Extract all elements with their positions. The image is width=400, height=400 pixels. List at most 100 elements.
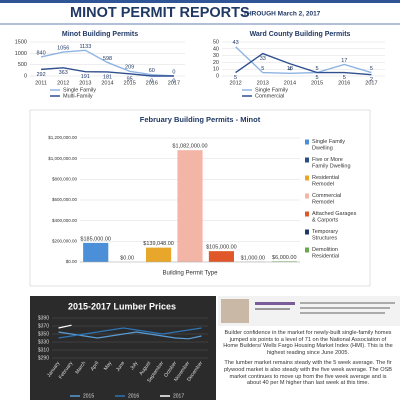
data-label: 4 [288,67,291,73]
data-label: 0 [150,78,153,84]
x-tick-label: 2016 [146,80,158,86]
legend-label: Attached Garages & Carports [312,211,357,224]
legend-swatch [305,175,309,181]
bar [146,247,172,262]
data-label: 5 [343,75,346,81]
chart-title: 2015-2017 Lumber Prices [68,301,176,311]
data-label: 1056 [57,46,69,52]
bar [271,261,297,262]
x-tick-label: May [103,360,114,372]
data-label: 5 [234,75,237,81]
legend-swatch [305,139,309,145]
data-label: 5 [316,66,319,72]
ad-image [221,299,249,323]
series-line [235,46,372,74]
legend-label: Five or More Family Dwelling [312,157,351,170]
chart-title: February Building Permits - Minot [140,115,261,124]
legend-label: Single Family [255,87,288,93]
data-label: 17 [341,58,347,64]
x-tick-label: 2014 [284,80,296,86]
x-axis-label: Building Permit Type [163,271,219,277]
ad-logo [255,302,295,305]
x-tick-label: 2012 [57,80,69,86]
x-tick-label: 2011 [35,80,47,86]
ad-text [300,312,385,314]
data-label: 60 [149,68,155,74]
paragraph: Builder confidence in the market for new… [223,330,393,356]
data-label: $139,048.00 [143,241,174,247]
data-label: 0 [172,78,175,84]
legend-label: 2016 [128,393,139,399]
data-label: $185,000.00 [80,236,111,242]
data-label: 5 [261,66,264,72]
chart-background [30,296,216,400]
series-line [235,52,372,76]
y-tick-label: 1500 [15,39,27,45]
data-label: $1,000.00 [241,255,265,261]
y-tick-label: 40 [213,46,219,52]
legend-label: Commercial [255,93,284,99]
legend-label: Single Family Dwelling [312,139,345,152]
data-label: $105,000.00 [206,245,237,251]
data-label: 33 [260,56,266,62]
data-label: $6,000.00 [272,255,296,261]
paragraph: The lumber market remains steady with th… [223,360,393,387]
ad-text [255,308,290,310]
data-label: 5 [370,66,373,72]
y-tick-label: $390 [38,315,49,321]
series-line [58,324,72,329]
x-tick-label: 2015 [124,80,136,86]
y-tick-label: $200,000.00 [52,239,78,244]
y-tick-label: 1000 [15,51,27,57]
legend-label: Residential Remodel [312,175,339,188]
x-tick-label: June [115,360,126,373]
data-label: 95 [127,76,133,82]
x-tick-label: 2014 [101,80,113,86]
data-label: 2 [370,77,373,83]
data-label: 1133 [79,44,91,50]
legend-swatch [305,157,309,163]
legend-label: Demolition Residential [312,247,339,260]
y-tick-label: $330 [38,339,49,345]
data-label: 18 [287,66,293,72]
data-label: 181 [103,74,112,80]
ad-text [300,302,395,304]
legend-label: 2017 [173,393,184,399]
y-tick-label: 50 [213,39,219,45]
y-tick-label: 500 [18,62,27,68]
data-label: 598 [103,56,112,62]
legend-label: Single Family [63,87,96,93]
data-label: 363 [59,70,68,76]
data-label: 209 [125,65,134,71]
x-tick-label: 2013 [257,80,269,86]
data-label: 840 [36,50,45,56]
x-tick-label: 2017 [365,80,377,86]
ad-text [300,307,390,309]
series-line [58,327,202,339]
header-title: MINOT PERMIT REPORTS [70,5,250,21]
bar [83,242,109,262]
x-tick-label: 2017 [168,80,180,86]
y-tick-label: $1,200,000.00 [48,135,77,140]
y-tick-label: $290 [38,355,49,361]
y-tick-label: 0 [216,73,219,79]
legend-label: Multi-Family [63,93,93,99]
header-subtitle: THROUGH March 2, 2017 [243,11,321,18]
top-rule [0,0,400,3]
x-tick-label: 2015 [311,80,323,86]
series-line [40,49,174,77]
x-tick-label: 2013 [79,80,91,86]
legend-swatch [305,247,309,253]
bar [177,150,203,262]
x-tick-label: 2016 [338,80,350,86]
article: Builder confidence in the market for new… [222,330,394,391]
legend-label: Commercial Remodel [312,193,341,206]
chart-title: Minot Building Permits [62,31,138,38]
bar [208,251,234,262]
legend-swatch [305,211,309,217]
y-tick-label: $1,000,000.00 [48,156,77,161]
y-tick-label: $310 [38,347,49,353]
data-label: 43 [233,40,239,46]
series-line [41,67,174,77]
